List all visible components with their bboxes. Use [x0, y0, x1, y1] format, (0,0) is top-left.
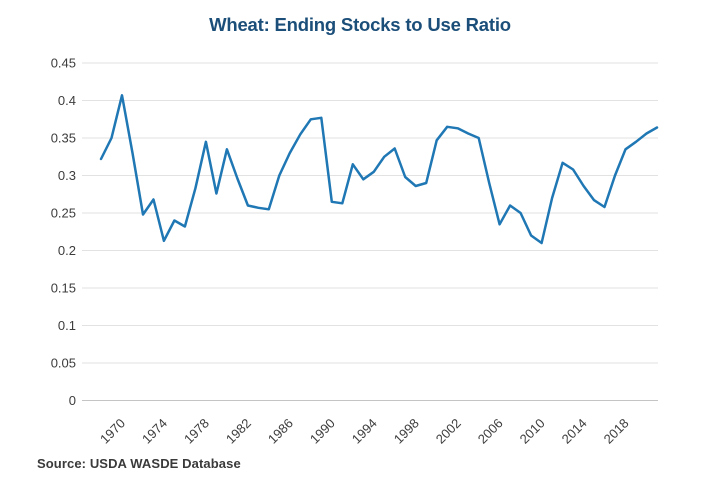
x-tick-label: 1990 [307, 416, 338, 447]
y-tick-label: 0.35 [51, 131, 76, 146]
chart-title: Wheat: Ending Stocks to Use Ratio [209, 14, 511, 35]
x-tick-label: 2002 [433, 416, 464, 447]
y-tick-label: 0.45 [51, 56, 76, 71]
y-tick-label: 0.05 [51, 356, 76, 371]
x-tick-label: 2010 [517, 416, 548, 447]
x-tick-label: 1998 [391, 416, 422, 447]
x-tick-label: 1978 [181, 416, 212, 447]
x-tick-label: 2014 [559, 416, 590, 447]
x-tick-label: 1970 [97, 416, 128, 447]
y-tick-label: 0 [69, 393, 76, 408]
x-tick-label: 1974 [139, 416, 170, 447]
y-tick-label: 0.3 [58, 168, 76, 183]
x-tick-label: 1994 [349, 416, 380, 447]
y-tick-label: 0.1 [58, 318, 76, 333]
x-tick-label: 1986 [265, 416, 296, 447]
x-tick-label: 2006 [475, 416, 506, 447]
y-tick-label: 0.15 [51, 281, 76, 296]
source-note: Source: USDA WASDE Database [37, 456, 241, 471]
x-tick-label: 2018 [601, 416, 632, 447]
y-tick-label: 0.2 [58, 243, 76, 258]
y-tick-label: 0.4 [58, 93, 76, 108]
y-tick-label: 0.25 [51, 206, 76, 221]
x-tick-label: 1982 [223, 416, 254, 447]
wheat-stocks-to-use-line [99, 94, 659, 245]
